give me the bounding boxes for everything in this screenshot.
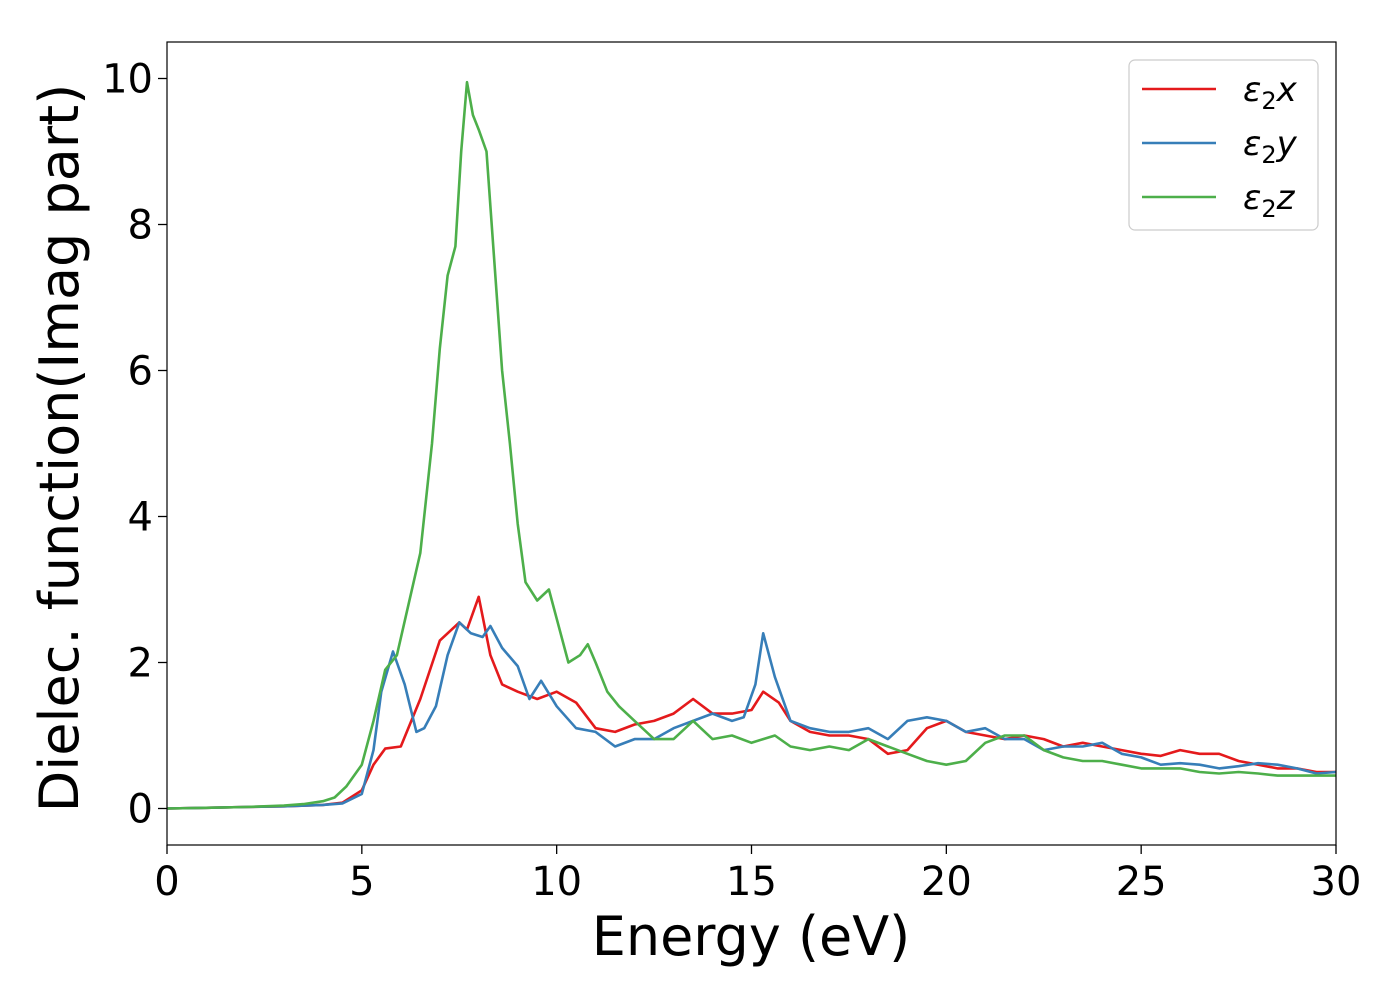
x-axis: 0 5 10 15 20 25 30 [154,845,1361,905]
y-tick-label: 0 [128,787,153,833]
y-tick-label: 8 [128,203,153,249]
x-tick-label: 0 [154,859,179,905]
legend-symbol: ε [1243,70,1261,110]
x-axis-title: Energy (eV) [592,905,911,968]
y-axis: 0 2 4 6 8 10 [102,57,167,833]
legend-label-1: ε2y [1243,124,1298,169]
x-tick-label: 20 [921,859,972,905]
legend-subscript: 2 [1261,141,1276,169]
legend-symbol: ε [1243,178,1261,218]
y-axis-title: Dielec. function(Imag part) [28,84,91,813]
legend-suffix: y [1276,124,1298,164]
series-layer [166,80,1337,810]
legend-box [1128,59,1319,231]
y-tick-label: 2 [128,641,153,687]
legend-subscript: 2 [1261,87,1276,115]
y-tick-label: 10 [102,57,153,103]
series-line-1 [166,621,1337,810]
legend-label-2: ε2z [1243,178,1296,223]
y-tick-label: 6 [128,349,153,395]
x-tick-label: 15 [726,859,777,905]
series-line-0 [166,595,1336,810]
series-line-2 [166,80,1336,810]
x-tick-label: 30 [1311,859,1362,905]
legend-suffix: z [1276,178,1296,218]
legend-label-0: ε2x [1243,70,1298,115]
x-tick-label: 25 [1116,859,1167,905]
y-tick-label: 4 [128,495,153,541]
x-tick-label: 5 [349,859,374,905]
legend-suffix: x [1276,70,1298,110]
x-tick-label: 10 [531,859,582,905]
legend-subscript: 2 [1261,195,1276,223]
legend-symbol: ε [1243,124,1261,164]
